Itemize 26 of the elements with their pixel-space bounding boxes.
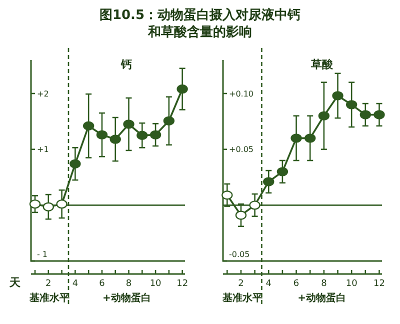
x-axis-title: 天 [8, 276, 22, 289]
y-tick-label: -0.05 [229, 250, 250, 259]
y-tick-label: +0.10 [229, 89, 254, 98]
chart-subtitle: 草酸 [310, 58, 334, 71]
x-tick-label: 12 [374, 279, 385, 289]
x-tick-label: 4 [266, 279, 272, 289]
x-tick-label: 10 [346, 279, 358, 289]
chart-title: 图10.5：动物蛋白摄入对尿液中钙和草酸含量的影响 [99, 7, 301, 40]
text: +动物蛋白 [298, 292, 346, 304]
text: 基准水平 [28, 292, 70, 304]
x-tick-label: 12 [176, 279, 188, 289]
y-tick-label: - 1 [37, 250, 48, 259]
y-tick-label: +0.05 [229, 145, 254, 154]
x-tick-label: 8 [321, 279, 328, 289]
chart-subtitle: 钙 [120, 58, 132, 71]
x-tick-label: 6 [99, 279, 106, 289]
x-tick-label: 2 [46, 279, 52, 289]
y-tick-label: +2 [37, 89, 49, 98]
x-tick-label: 8 [126, 279, 132, 289]
y-tick-label: +1 [37, 145, 49, 154]
text: +动物蛋白 [102, 292, 151, 304]
x-tick-label: 6 [293, 279, 300, 289]
x-tick-label: 10 [150, 279, 162, 289]
text: 基准水平 [221, 292, 262, 304]
x-tick-label: 4 [72, 279, 78, 289]
x-tick-label: 2 [238, 279, 244, 289]
